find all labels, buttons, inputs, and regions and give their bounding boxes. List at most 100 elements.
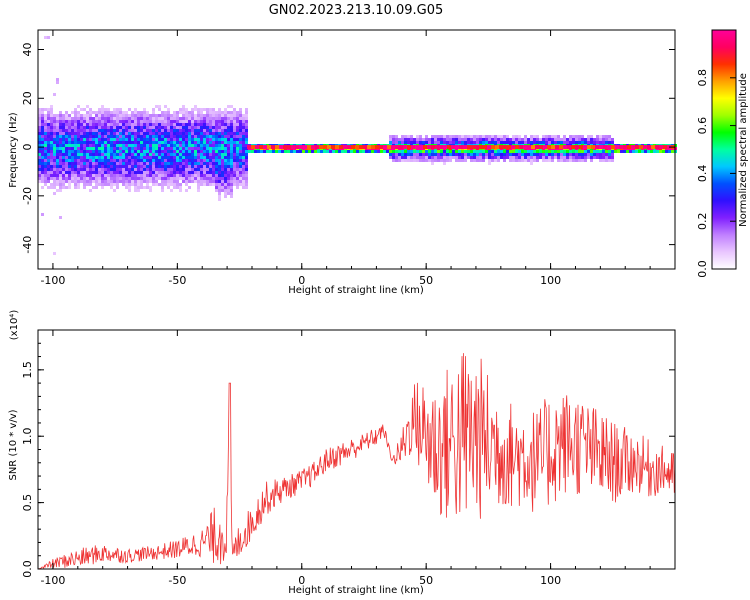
heatmap-cell (410, 156, 413, 159)
heatmap-cell (44, 156, 47, 159)
heatmap-cell (125, 159, 128, 162)
heatmap-cell (161, 186, 164, 189)
heatmap-cell (119, 126, 122, 129)
heatmap-cell (488, 153, 491, 156)
heatmap-cell (134, 183, 137, 186)
heatmap-cell (191, 168, 194, 171)
heatmap-cell (224, 111, 227, 114)
heatmap-cell (92, 123, 95, 126)
heatmap-cell (191, 156, 194, 159)
heatmap-cell (44, 180, 47, 183)
heatmap-cell (152, 177, 155, 180)
heatmap-cell (155, 165, 158, 168)
heatmap-cell (137, 129, 140, 132)
heatmap-cell (218, 132, 221, 135)
heatmap-cell (71, 168, 74, 171)
heatmap-cell (104, 168, 107, 171)
heatmap-cell (167, 156, 170, 159)
heatmap-cell (128, 183, 131, 186)
heatmap-cell (68, 147, 71, 150)
heatmap-cell (431, 153, 434, 156)
heatmap-cell (107, 123, 110, 126)
heatmap-cell (221, 162, 224, 165)
heatmap-cell (53, 162, 56, 165)
heatmap-cell (116, 114, 119, 117)
heatmap-cell (398, 156, 401, 159)
heatmap-cell (500, 135, 503, 138)
heatmap-cell (146, 126, 149, 129)
heatmap-cell (542, 150, 545, 153)
heatmap-cell (59, 123, 62, 126)
heatmap-cell (68, 117, 71, 120)
heatmap-cell (47, 135, 50, 138)
heatmap-cell (113, 180, 116, 183)
heatmap-cell (65, 150, 68, 153)
heatmap-cell (179, 168, 182, 171)
heatmap-cell (101, 162, 104, 165)
heatmap-cell (98, 129, 101, 132)
heatmap-cell (47, 111, 50, 114)
heatmap-cell (179, 117, 182, 120)
heatmap-cell (56, 174, 59, 177)
heatmap-cell (512, 138, 515, 141)
heatmap-cell (125, 114, 128, 117)
heatmap-cell (170, 168, 173, 171)
heatmap-cell (170, 189, 173, 192)
heatmap-cell (68, 141, 71, 144)
heatmap-cell (113, 165, 116, 168)
heatmap-cell (224, 165, 227, 168)
heatmap-cell (176, 144, 179, 147)
heatmap-cell (203, 156, 206, 159)
heatmap-cell (173, 126, 176, 129)
heatmap-cell (71, 120, 74, 123)
heatmap-cell (104, 123, 107, 126)
heatmap-cell (146, 168, 149, 171)
heatmap-cell (152, 168, 155, 171)
heatmap-cell (233, 159, 236, 162)
heatmap-cell (236, 135, 239, 138)
heatmap-cell (194, 114, 197, 117)
heatmap-ridge-cell (587, 145, 592, 150)
heatmap-cell (80, 171, 83, 174)
heatmap-cell (44, 132, 47, 135)
heatmap-cell (431, 162, 434, 165)
heatmap-cell (221, 189, 224, 192)
heatmap-cell (449, 141, 452, 144)
heatmap-cell (434, 153, 437, 156)
heatmap-cell (146, 171, 149, 174)
heatmap-cell (542, 159, 545, 162)
heatmap-cell (134, 156, 137, 159)
heatmap-cell (590, 153, 593, 156)
heatmap-cell (134, 141, 137, 144)
heatmap-cell (92, 135, 95, 138)
heatmap-cell (188, 180, 191, 183)
heatmap-cell (236, 168, 239, 171)
heatmap-ridge-cell (355, 145, 360, 150)
heatmap-cell (224, 177, 227, 180)
heatmap-cell (50, 147, 53, 150)
heatmap-cell (389, 153, 392, 156)
heatmap-ridge-cell (327, 145, 332, 150)
heatmap-cell (62, 147, 65, 150)
heatmap-cell (125, 153, 128, 156)
heatmap-cell (38, 126, 41, 129)
heatmap-cell (227, 132, 230, 135)
heatmap-cell (206, 147, 209, 150)
heatmap-cell (239, 174, 242, 177)
heatmap-cell (140, 114, 143, 117)
heatmap-cell (227, 186, 230, 189)
heatmap-cell (245, 174, 248, 177)
heatmap-cell (104, 150, 107, 153)
heatmap-cell (206, 117, 209, 120)
heatmap-cell (164, 114, 167, 117)
heatmap-cell (215, 132, 218, 135)
heatmap-cell (305, 150, 308, 153)
heatmap-cell (236, 144, 239, 147)
heatmap-cell (236, 126, 239, 129)
heatmap-cell (74, 180, 77, 183)
y-tick-label: 0.0 (21, 560, 34, 578)
heatmap-cell (203, 135, 206, 138)
heatmap-cell (50, 156, 53, 159)
heatmap-cell (563, 141, 566, 144)
heatmap-cell (146, 123, 149, 126)
